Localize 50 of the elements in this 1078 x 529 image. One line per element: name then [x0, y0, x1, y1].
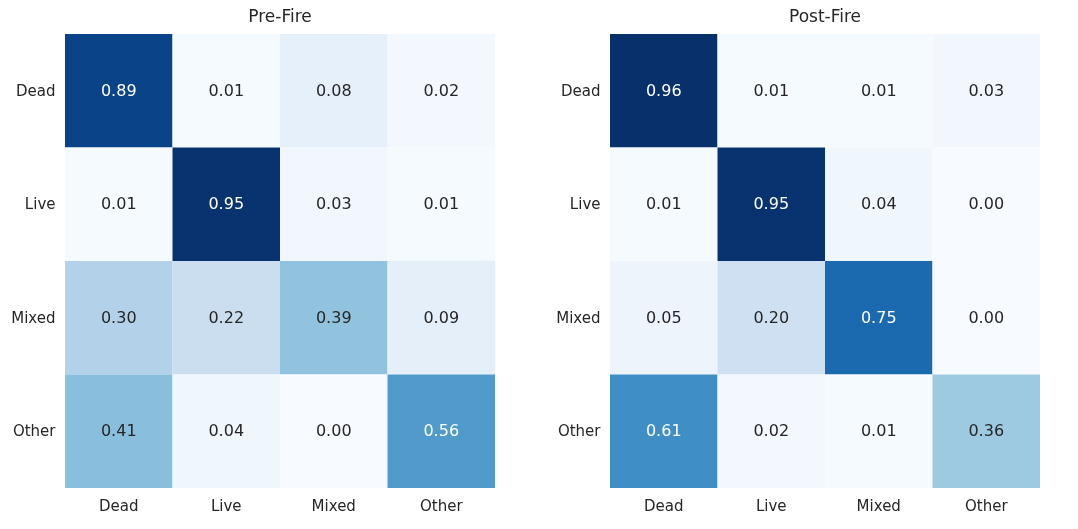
x-tick-label: Live — [755, 496, 787, 515]
data-label: 0.08 — [315, 80, 352, 100]
y-tick-label: Mixed — [11, 308, 56, 327]
x-tick-label: Live — [210, 496, 242, 515]
data-label: 0.00 — [315, 421, 352, 441]
data-label: 0.00 — [968, 194, 1005, 214]
x-tick-label: Other — [964, 496, 1009, 515]
data-label: 0.01 — [860, 421, 897, 441]
y-tick-label: Mixed — [556, 308, 601, 327]
data-label: 0.05 — [645, 307, 682, 327]
data-label: 0.04 — [860, 194, 897, 214]
data-label: 0.01 — [208, 80, 245, 100]
data-label: 0.36 — [968, 421, 1005, 441]
x-tick-label: Mixed — [311, 496, 356, 515]
data-label: 0.89 — [100, 80, 137, 100]
y-tick-label: Live — [569, 195, 601, 214]
y-tick-label: Dead — [16, 81, 56, 100]
data-label: 0.09 — [423, 307, 460, 327]
data-label: 0.61 — [645, 421, 682, 441]
x-tick-label: Mixed — [856, 496, 901, 515]
y-tick-label: Dead — [561, 81, 601, 100]
data-label: 0.95 — [753, 194, 790, 214]
y-tick-label: Other — [12, 422, 57, 441]
data-label: 0.01 — [753, 80, 790, 100]
y-tick-label: Live — [24, 195, 56, 214]
data-label: 0.01 — [100, 194, 137, 214]
data-label: 0.22 — [208, 307, 245, 327]
data-label: 0.03 — [968, 80, 1005, 100]
data-label: 0.96 — [645, 80, 682, 100]
data-label: 0.30 — [100, 307, 137, 327]
data-label: 0.00 — [968, 307, 1005, 327]
x-tick-label: Dead — [99, 496, 139, 515]
x-tick-label: Dead — [644, 496, 684, 515]
data-label: 0.01 — [645, 194, 682, 214]
data-label: 0.41 — [100, 421, 137, 441]
data-label: 0.04 — [208, 421, 245, 441]
data-label: 0.56 — [423, 421, 460, 441]
data-label: 0.01 — [860, 80, 897, 100]
data-label: 0.95 — [208, 194, 245, 214]
data-label: 0.02 — [423, 80, 460, 100]
data-label: 0.75 — [860, 307, 897, 327]
chart-title: Pre-Fire — [248, 6, 312, 26]
chart-title: Post-Fire — [788, 6, 862, 26]
data-label: 0.01 — [423, 194, 460, 214]
y-tick-label: Other — [557, 422, 602, 441]
data-label: 0.02 — [753, 421, 790, 441]
data-label: 0.03 — [315, 194, 352, 214]
data-label: 0.20 — [753, 307, 790, 327]
data-label: 0.39 — [315, 307, 352, 327]
x-tick-label: Other — [419, 496, 464, 515]
